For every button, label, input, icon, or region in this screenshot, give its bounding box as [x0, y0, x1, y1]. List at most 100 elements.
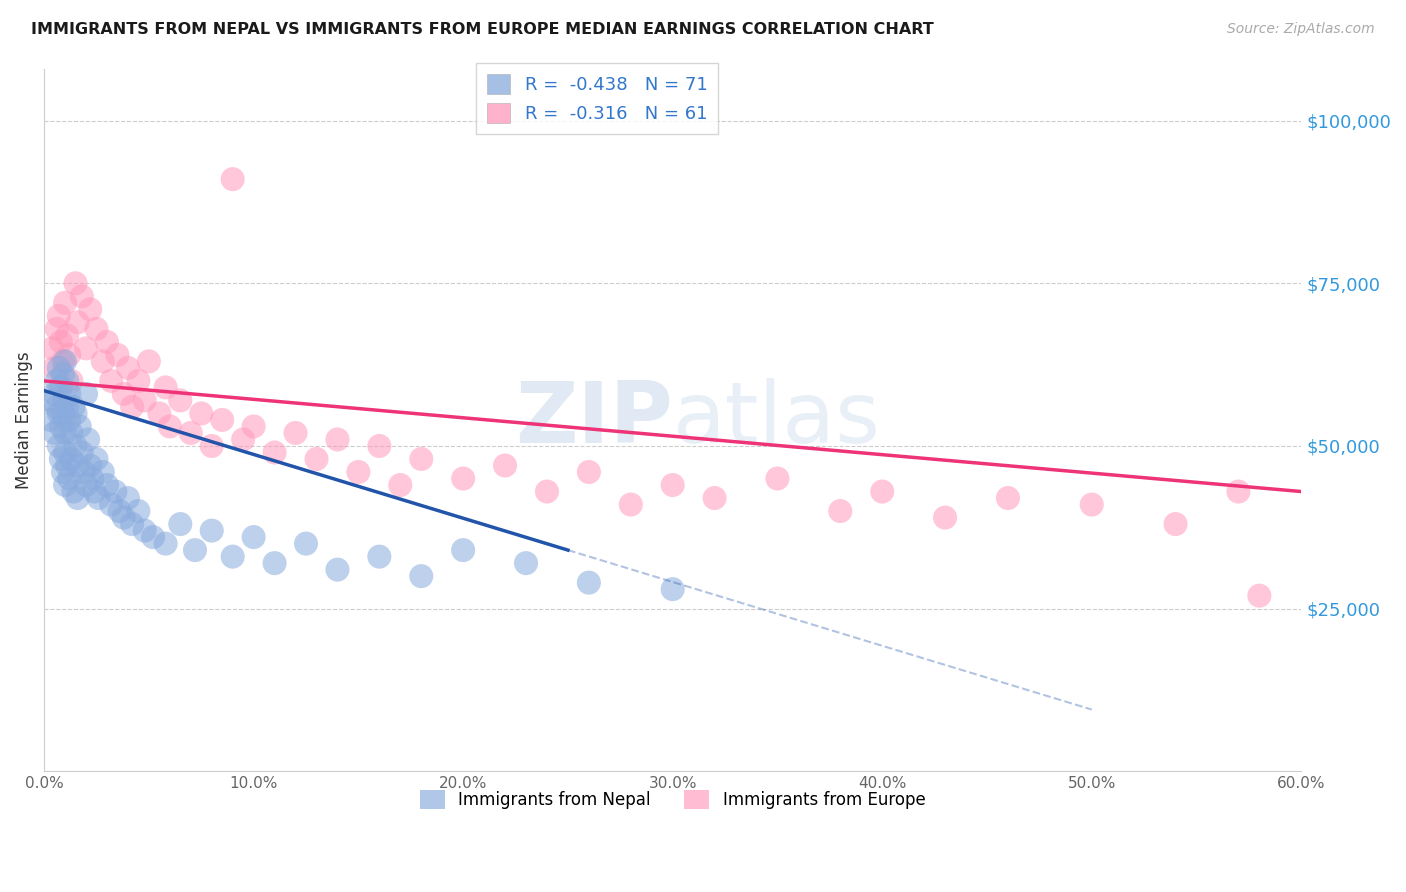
Point [96, 334, 118, 349]
Point [86, 452, 108, 467]
Point [326, 433, 349, 447]
Point [49, 419, 72, 434]
Point [515, 556, 537, 570]
Point [451, 543, 474, 558]
Point [65, 407, 87, 421]
Point [53, 393, 76, 408]
Point [221, 172, 243, 186]
Point [242, 419, 264, 434]
Point [53, 445, 76, 459]
Point [58, 387, 80, 401]
Point [870, 484, 893, 499]
Point [108, 504, 131, 518]
Point [703, 491, 725, 505]
Text: ZIP: ZIP [515, 378, 672, 461]
Point [142, 530, 165, 544]
Point [44, 360, 66, 375]
Point [148, 407, 170, 421]
Point [326, 563, 349, 577]
Point [49, 380, 72, 394]
Point [127, 504, 149, 518]
Point [83, 484, 105, 499]
Point [52, 407, 75, 421]
Point [620, 498, 643, 512]
Point [169, 393, 191, 408]
Point [56, 328, 79, 343]
Point [70, 289, 93, 303]
Point [41, 393, 63, 408]
Point [117, 360, 139, 375]
Point [1164, 517, 1187, 532]
Point [39, 413, 62, 427]
Point [73, 465, 96, 479]
Point [75, 387, 97, 401]
Point [155, 536, 177, 550]
Point [66, 315, 89, 329]
Point [134, 393, 156, 408]
Point [661, 582, 683, 596]
Point [232, 433, 254, 447]
Point [934, 510, 956, 524]
Point [138, 354, 160, 368]
Point [45, 400, 67, 414]
Point [53, 425, 76, 440]
Point [368, 439, 391, 453]
Point [96, 478, 118, 492]
Point [53, 354, 76, 368]
Point [75, 342, 97, 356]
Point [263, 556, 285, 570]
Point [536, 484, 558, 499]
Point [127, 374, 149, 388]
Point [284, 425, 307, 440]
Point [77, 433, 100, 447]
Point [91, 354, 114, 368]
Point [52, 465, 75, 479]
Point [60, 452, 83, 467]
Point [211, 413, 233, 427]
Point [87, 491, 110, 505]
Point [263, 445, 285, 459]
Point [134, 524, 156, 538]
Point [766, 471, 789, 485]
Point [112, 387, 135, 401]
Point [66, 458, 89, 473]
Point [41, 342, 63, 356]
Point [242, 530, 264, 544]
Point [368, 549, 391, 564]
Legend: Immigrants from Nepal, Immigrants from Europe: Immigrants from Nepal, Immigrants from E… [413, 784, 932, 816]
Point [52, 354, 75, 368]
Point [79, 302, 101, 317]
Text: Source: ZipAtlas.com: Source: ZipAtlas.com [1227, 22, 1375, 37]
Point [56, 374, 79, 388]
Point [45, 322, 67, 336]
Point [100, 374, 122, 388]
Point [52, 368, 75, 382]
Point [494, 458, 516, 473]
Point [53, 478, 76, 492]
Point [201, 524, 224, 538]
Point [44, 387, 66, 401]
Point [48, 439, 70, 453]
Point [117, 491, 139, 505]
Point [411, 569, 433, 583]
Point [70, 445, 93, 459]
Point [159, 419, 181, 434]
Point [56, 400, 79, 414]
Point [48, 407, 70, 421]
Point [49, 334, 72, 349]
Point [69, 419, 91, 434]
Point [82, 471, 104, 485]
Point [830, 504, 852, 518]
Point [1080, 498, 1102, 512]
Point [91, 465, 114, 479]
Text: atlas: atlas [672, 378, 880, 461]
Point [1249, 589, 1271, 603]
Point [62, 484, 84, 499]
Point [45, 374, 67, 388]
Point [58, 348, 80, 362]
Point [1227, 484, 1250, 499]
Point [60, 374, 83, 388]
Point [184, 543, 207, 558]
Text: IMMIGRANTS FROM NEPAL VS IMMIGRANTS FROM EUROPE MEDIAN EARNINGS CORRELATION CHAR: IMMIGRANTS FROM NEPAL VS IMMIGRANTS FROM… [31, 22, 934, 37]
Y-axis label: Median Earnings: Median Earnings [15, 351, 32, 489]
